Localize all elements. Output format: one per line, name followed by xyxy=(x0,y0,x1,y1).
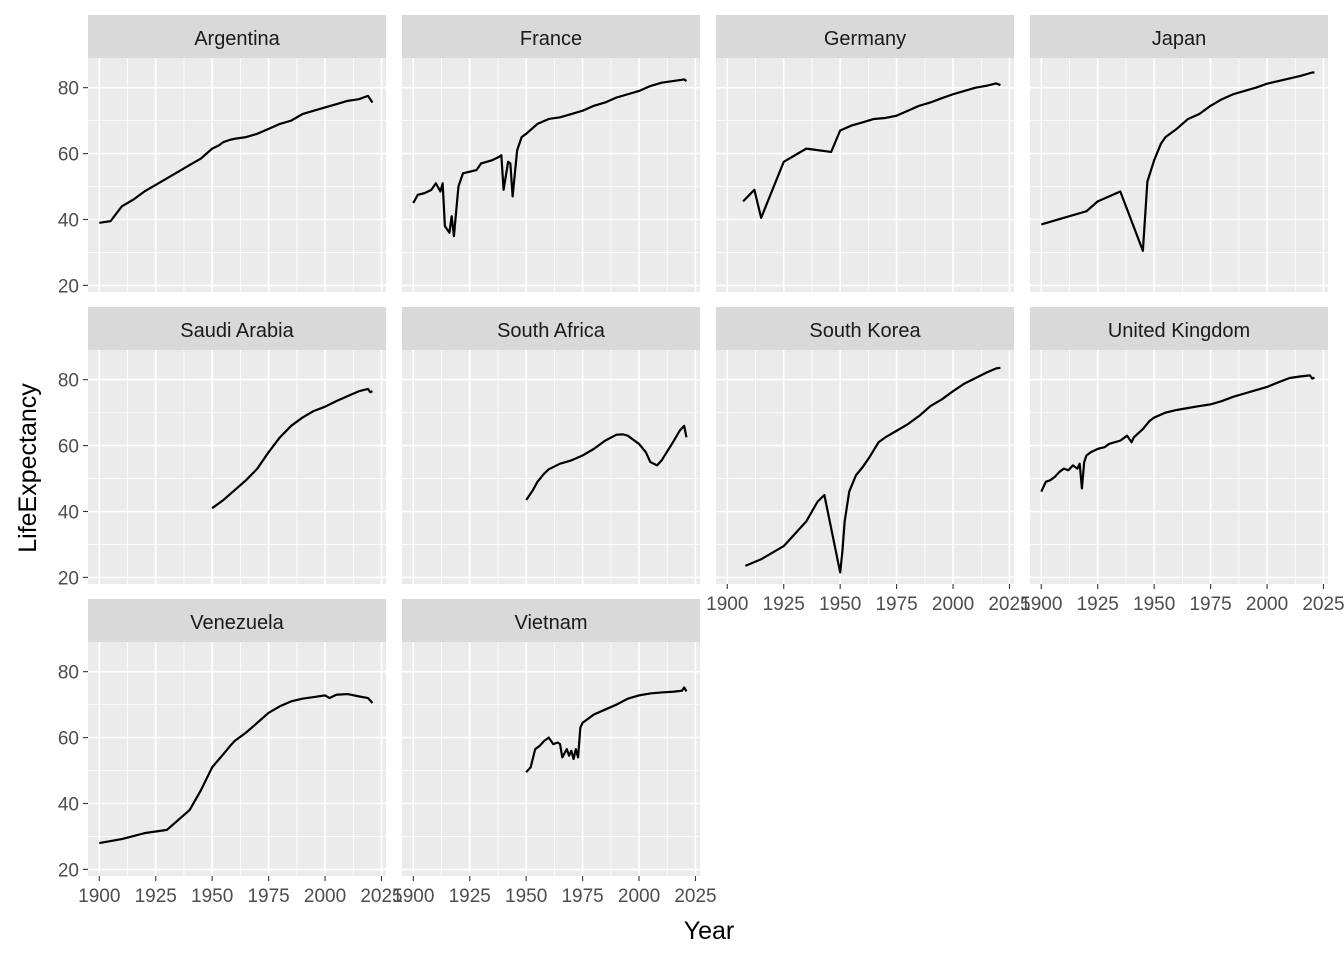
panel-venezuela: Venezuela 20 40 60 80 1900 1925 1950 1975 2000 202… xyxy=(58,599,403,907)
panel-vietnam: Vietnam 1900 1925 1950 1975 2000 2025 xyxy=(392,599,717,907)
y-tick-label: 20 xyxy=(58,860,79,881)
panel-south-korea: South Korea 1900 1925 1950 1975 2000 2025 xyxy=(706,307,1031,615)
series-line-south-korea xyxy=(744,366,1001,574)
x-tick-label: 1975 xyxy=(875,594,917,615)
strip-label-south-africa: South Africa xyxy=(497,320,606,342)
x-tick-label: 1900 xyxy=(392,886,434,907)
x-tick-label: 1900 xyxy=(78,886,120,907)
y-tick-label: 40 xyxy=(58,794,79,815)
panel-background-france xyxy=(402,58,700,292)
x-tick-label: 1900 xyxy=(706,594,748,615)
panel-japan: Japan xyxy=(1030,15,1328,292)
series-line-germany xyxy=(742,82,1001,219)
strip-label-venezuela: Venezuela xyxy=(190,612,284,634)
panel-united-kingdom: United Kingdom 1900 1925 1950 1975 2000 2025 xyxy=(1020,307,1344,615)
strip-label-germany: Germany xyxy=(824,28,906,50)
strip-label-japan: Japan xyxy=(1152,28,1207,50)
x-tick-label: 1925 xyxy=(1077,594,1119,615)
panel-saudi-arabia: Saudi Arabia 20 40 60 80 xyxy=(58,307,386,589)
strip-label-south-korea: South Korea xyxy=(809,320,921,342)
x-tick-label: 1975 xyxy=(561,886,603,907)
x-tick-label: 2000 xyxy=(932,594,974,615)
panel-background-venezuela xyxy=(88,642,386,876)
series-line-united-kingdom xyxy=(1040,374,1315,493)
y-axis-title: LifeExpectancy xyxy=(14,383,42,553)
x-tick-label: 2025 xyxy=(360,886,402,907)
strip-saudi-arabia xyxy=(88,307,386,350)
x-tick-label: 2000 xyxy=(304,886,346,907)
x-tick-label: 1950 xyxy=(505,886,547,907)
panel-background-south-korea xyxy=(716,350,1014,584)
panel-background-argentina xyxy=(88,58,386,292)
strip-germany xyxy=(716,15,1014,58)
panel-background-saudi-arabia xyxy=(88,350,386,584)
y-tick-label: 60 xyxy=(58,145,79,166)
x-tick-label: 2000 xyxy=(1246,594,1288,615)
y-tick-label: 80 xyxy=(58,371,79,392)
x-tick-label: 1950 xyxy=(819,594,861,615)
panel-argentina: Argentina 20 40 60 80 xyxy=(58,15,386,297)
panel-background-vietnam xyxy=(402,642,700,876)
x-tick-label: 2025 xyxy=(988,594,1030,615)
y-tick-label: 60 xyxy=(58,437,79,458)
y-tick-label: 60 xyxy=(58,729,79,750)
strip-united-kingdom xyxy=(1030,307,1328,350)
strip-vietnam xyxy=(402,599,700,642)
y-tick-label: 40 xyxy=(58,210,79,231)
series-line-saudi-arabia xyxy=(211,387,373,510)
y-tick-label: 40 xyxy=(58,502,79,523)
x-tick-label: 1975 xyxy=(1189,594,1231,615)
series-line-argentina xyxy=(99,94,374,224)
x-tick-label: 2025 xyxy=(674,886,716,907)
x-axis-title: Year xyxy=(684,917,735,945)
panel-south-africa: South Africa xyxy=(402,307,700,584)
x-tick-label: 1900 xyxy=(1020,594,1062,615)
strip-japan xyxy=(1030,15,1328,58)
strip-label-saudi-arabia: Saudi Arabia xyxy=(180,320,294,342)
series-line-south-africa xyxy=(525,424,688,501)
x-tick-label: 2000 xyxy=(618,886,660,907)
series-line-france xyxy=(412,78,688,238)
x-tick-label: 1975 xyxy=(247,886,289,907)
x-tick-label: 1925 xyxy=(449,886,491,907)
facet-panels: Argentina 20 40 60 80 France Germany Japan Saudi… xyxy=(58,15,1344,907)
y-tick-label: 80 xyxy=(58,79,79,100)
x-tick-label: 1950 xyxy=(191,886,233,907)
panel-background-japan xyxy=(1030,58,1328,292)
series-line-venezuela xyxy=(99,692,374,845)
strip-south-africa xyxy=(402,307,700,350)
x-tick-label: 2025 xyxy=(1302,594,1344,615)
strip-france xyxy=(402,15,700,58)
strip-argentina xyxy=(88,15,386,58)
strip-label-france: France xyxy=(520,28,582,50)
x-tick-label: 1950 xyxy=(1133,594,1175,615)
strip-venezuela xyxy=(88,599,386,642)
x-tick-label: 1925 xyxy=(763,594,805,615)
strip-south-korea xyxy=(716,307,1014,350)
y-tick-label: 80 xyxy=(58,663,79,684)
panel-germany: Germany xyxy=(716,15,1014,292)
series-line-vietnam xyxy=(525,686,688,773)
strip-label-united-kingdom: United Kingdom xyxy=(1108,320,1250,342)
y-tick-label: 20 xyxy=(58,568,79,589)
series-line-japan xyxy=(1040,71,1315,252)
y-tick-label: 20 xyxy=(58,276,79,297)
x-tick-label: 1925 xyxy=(135,886,177,907)
panel-france: France xyxy=(402,15,700,292)
strip-label-vietnam: Vietnam xyxy=(514,612,587,634)
panel-background-germany xyxy=(716,58,1014,292)
strip-label-argentina: Argentina xyxy=(194,28,280,50)
